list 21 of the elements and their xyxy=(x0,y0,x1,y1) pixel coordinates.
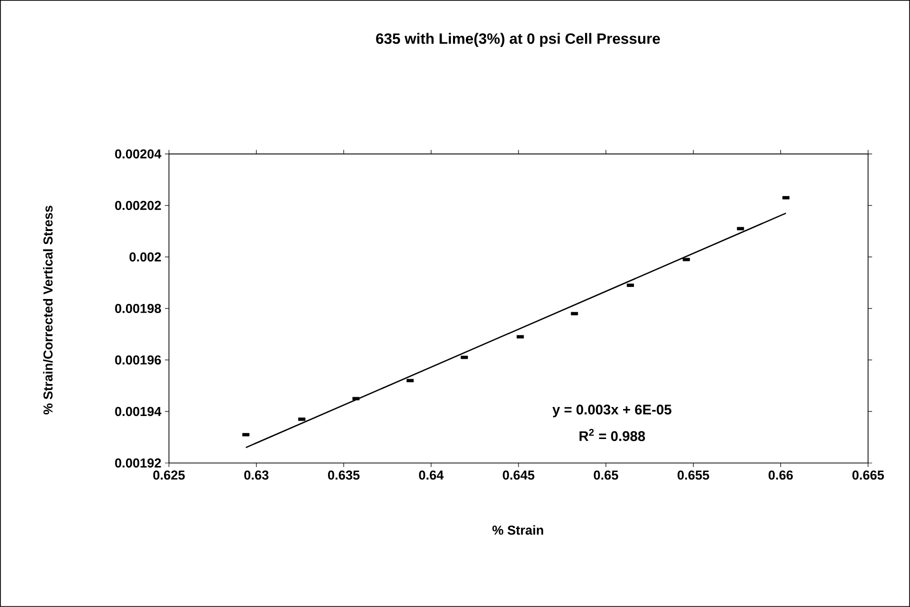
y-axis-title: % Strain/Corrected Vertical Stress xyxy=(43,206,53,414)
annotation: y = 0.003x + 6E-05 xyxy=(552,404,672,418)
annotation: R$^{2}$ = 0.988 xyxy=(580,428,645,442)
x-tick-label: 0.64 xyxy=(419,470,444,480)
y-tick-label: 0.00202 xyxy=(115,200,161,210)
y-tick-label: 0.00196 xyxy=(115,355,161,365)
x-tick-label: 0.655 xyxy=(678,470,710,480)
x-axis-title: % Strain xyxy=(492,525,544,535)
x-tick-label: 0.625 xyxy=(153,470,185,480)
y-tick-label: 0.00194 xyxy=(115,406,162,416)
x-tick-label: 0.665 xyxy=(852,470,884,480)
x-tick-label: 0.63 xyxy=(244,470,268,480)
y-tick-label: 0.00204 xyxy=(115,149,162,159)
x-tick-label: 0.65 xyxy=(594,470,618,480)
y-tick-label: 0.00192 xyxy=(115,458,161,468)
chart-title: 635 with Lime(3%) at 0 psi Cell Pressure xyxy=(376,32,660,47)
x-tick-label: 0.635 xyxy=(328,470,360,480)
y-tick-label: 0.002 xyxy=(130,252,161,262)
x-tick-label: 0.66 xyxy=(768,470,793,480)
x-tick-label: 0.645 xyxy=(502,470,534,480)
y-tick-label: 0.00198 xyxy=(115,304,162,314)
